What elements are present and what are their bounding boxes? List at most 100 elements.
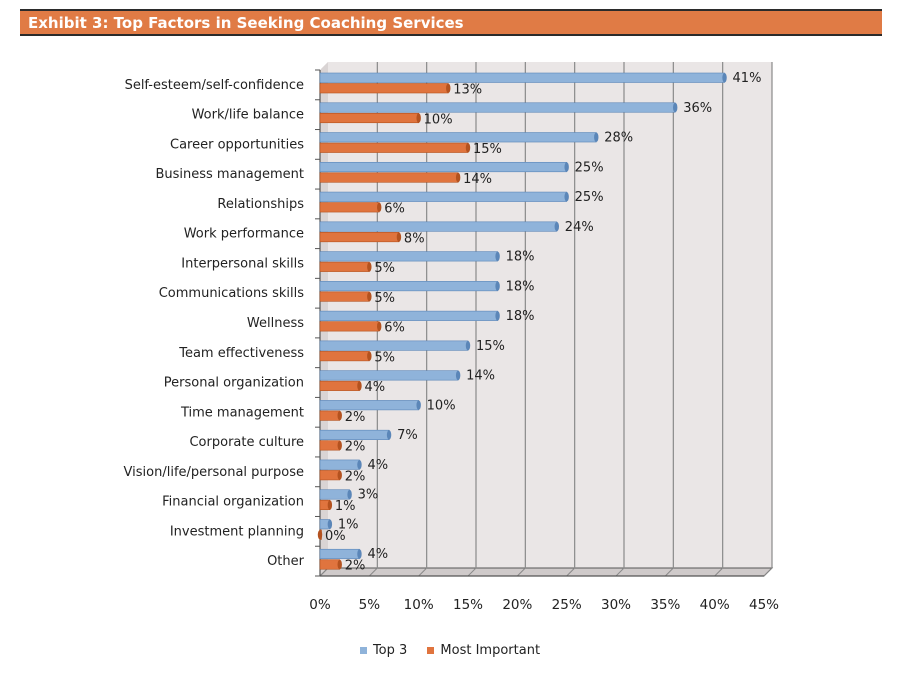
data-label-most-important: 5% [374, 261, 395, 276]
bar-top3 [319, 400, 419, 411]
data-label-top3: 4% [367, 547, 388, 562]
category-label: Self-esteem/self-confidence [125, 78, 304, 93]
bar-top3-cap [495, 311, 500, 321]
bar-top3 [319, 161, 567, 173]
chart-legend: Top 3 Most Important [0, 643, 900, 658]
bar-top3 [319, 102, 676, 113]
bar-top3-cap [465, 340, 471, 351]
data-label-top3: 3% [358, 488, 379, 503]
data-label-most-important: 4% [364, 380, 385, 395]
bar-most-important-cap [337, 559, 342, 570]
bar-top3 [319, 429, 390, 440]
bar-top3-cap [455, 370, 461, 381]
bar-top3 [319, 340, 469, 351]
data-label-top3: 25% [575, 190, 604, 205]
gridline-floor [664, 567, 674, 577]
data-label-top3: 14% [466, 369, 495, 384]
bar-top3 [319, 548, 360, 560]
bar-most-important-cap [367, 351, 372, 361]
data-label-most-important: 5% [374, 291, 395, 306]
bar-most-important-cap [337, 410, 342, 421]
x-tick-label: 25% [552, 597, 582, 613]
bar-most-important-cap [367, 291, 372, 302]
gridline-floor [368, 567, 378, 577]
bar-most-important-cap [337, 470, 342, 480]
data-label-top3: 36% [683, 101, 712, 116]
legend-swatch-most-important [427, 647, 435, 654]
bar-most-important-cap [377, 202, 382, 213]
bar-most-important [319, 112, 419, 124]
bar-most-important [319, 351, 370, 362]
data-label-top3: 41% [733, 71, 762, 86]
data-label-most-important: 5% [374, 350, 395, 365]
data-label-top3: 10% [427, 398, 456, 413]
category-label: Work/life balance [192, 108, 304, 123]
x-tick-label: 15% [453, 597, 483, 613]
bar-top3 [319, 191, 567, 202]
bar-top3-cap [495, 281, 500, 291]
data-label-most-important: 1% [335, 499, 356, 514]
bar-most-important [319, 470, 341, 481]
bar-top3-cap [357, 549, 362, 559]
category-label: Financial organization [162, 495, 304, 510]
bar-top3-cap [564, 162, 569, 172]
bar-top3-cap [722, 73, 727, 83]
bar-most-important-cap [446, 83, 451, 93]
bar-most-important [319, 440, 341, 451]
bar-top3-cap [416, 400, 421, 410]
x-tick-label: 30% [601, 597, 631, 613]
bar-top3-cap [495, 251, 500, 262]
bar-top3 [319, 72, 725, 83]
bar-top3 [319, 489, 350, 500]
bar-top3-cap [386, 430, 392, 440]
data-label-most-important: 2% [345, 469, 366, 484]
category-label: Time management [180, 405, 304, 420]
bar-top3-cap [357, 459, 362, 470]
bar-most-important-cap [377, 321, 382, 332]
legend-item-most-important: Most Important [427, 643, 540, 658]
data-label-most-important: 13% [453, 83, 482, 98]
legend-item-top3: Top 3 [359, 643, 407, 658]
gridline-floor [418, 567, 428, 577]
gridline-floor [516, 567, 526, 577]
bar-top3-cap [594, 132, 599, 143]
data-label-most-important: 8% [404, 231, 425, 246]
data-label-top3: 1% [338, 517, 359, 532]
x-tick-label: 45% [749, 597, 779, 613]
data-label-most-important: 6% [384, 321, 405, 336]
bar-most-important-cap [416, 113, 421, 123]
bar-top3 [319, 310, 498, 321]
x-tick-label: 35% [650, 597, 680, 613]
bar-most-important-cap [337, 440, 342, 451]
bar-most-important [319, 83, 449, 94]
data-label-top3: 18% [506, 250, 535, 265]
exhibit-title: Exhibit 3: Top Factors in Seeking Coachi… [28, 14, 464, 32]
bar-most-important-cap [317, 529, 323, 540]
bar-top3-cap [327, 519, 333, 529]
category-label: Interpersonal skills [181, 256, 304, 271]
plot-floor [318, 567, 774, 577]
data-label-most-important: 0% [325, 529, 346, 544]
bar-top3-cap [347, 489, 352, 500]
data-label-top3: 28% [604, 131, 633, 146]
category-label: Vision/life/personal purpose [124, 465, 304, 480]
gridline-floor [566, 567, 576, 577]
bar-top3 [319, 251, 498, 262]
data-label-top3: 25% [575, 160, 604, 175]
bar-most-important [319, 202, 380, 213]
bar-top3-cap [554, 221, 559, 232]
category-label: Work performance [184, 227, 304, 242]
bar-most-important-cap [465, 143, 471, 153]
bar-top3 [319, 281, 498, 292]
bar-most-important [319, 291, 370, 302]
legend-swatch-top3 [359, 647, 367, 654]
data-label-most-important: 10% [424, 112, 453, 127]
data-label-most-important: 15% [473, 142, 502, 157]
data-label-top3: 18% [506, 279, 535, 294]
gridline-floor [763, 567, 773, 577]
gridline-floor [467, 567, 477, 577]
category-label: Communications skills [159, 286, 305, 301]
bar-most-important [319, 261, 370, 272]
data-label-top3: 7% [397, 428, 418, 443]
